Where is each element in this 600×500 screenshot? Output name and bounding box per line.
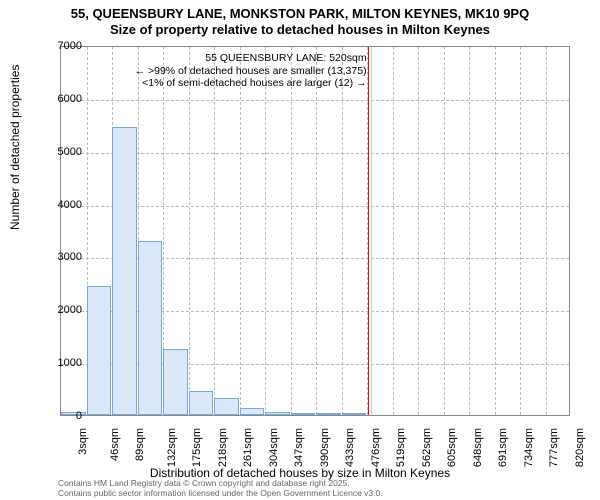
x-tick-label: 691sqm — [497, 428, 509, 467]
annotation: 55 QUEENSBURY LANE: 520sqm← >99% of deta… — [127, 52, 367, 90]
reference-line — [368, 47, 369, 415]
grid-line — [546, 47, 547, 415]
histogram-bar — [112, 127, 137, 415]
footer-line-1: Contains HM Land Registry data © Crown c… — [58, 478, 383, 488]
x-tick-label: 89sqm — [134, 428, 146, 461]
chart-title: 55, QUEENSBURY LANE, MONKSTON PARK, MILT… — [0, 0, 600, 37]
histogram-bar — [316, 413, 341, 415]
y-tick-label: 7000 — [22, 40, 82, 52]
grid-line — [240, 47, 241, 415]
histogram-bar — [240, 408, 265, 415]
y-tick-label: 6000 — [22, 93, 82, 105]
x-tick-label: 605sqm — [446, 428, 458, 467]
x-tick-label: 175sqm — [191, 428, 203, 467]
histogram-bar — [265, 412, 290, 415]
histogram-bar — [291, 413, 316, 415]
x-tick-label: 3sqm — [77, 428, 89, 455]
annotation-line: <1% of semi-detached houses are larger (… — [127, 77, 367, 90]
histogram-bar — [163, 349, 188, 415]
x-tick-label: 261sqm — [242, 428, 254, 467]
chart-container — [60, 46, 570, 416]
x-tick-label: 304sqm — [268, 428, 280, 467]
reference-line — [371, 47, 372, 415]
x-tick-label: 519sqm — [395, 428, 407, 467]
x-tick-label: 648sqm — [472, 428, 484, 467]
histogram-bar — [138, 241, 163, 415]
x-tick-label: 777sqm — [548, 428, 560, 467]
grid-line — [291, 47, 292, 415]
x-tick-label: 820sqm — [574, 428, 586, 467]
x-tick-label: 132sqm — [166, 428, 178, 467]
grid-line — [520, 47, 521, 415]
y-tick-label: 2000 — [22, 304, 82, 316]
x-tick-label: 433sqm — [344, 428, 356, 467]
grid-line — [342, 47, 343, 415]
footer-line-2: Contains public sector information licen… — [58, 488, 383, 498]
histogram-bar — [87, 286, 112, 416]
grid-line — [265, 47, 266, 415]
grid-line — [469, 47, 470, 415]
y-tick-label: 0 — [22, 410, 82, 422]
grid-line — [495, 47, 496, 415]
y-tick-label: 4000 — [22, 199, 82, 211]
grid-line — [444, 47, 445, 415]
x-tick-label: 734sqm — [523, 428, 535, 467]
plot-area — [60, 46, 570, 416]
histogram-bar — [214, 398, 239, 415]
histogram-bar — [342, 413, 367, 415]
footer: Contains HM Land Registry data © Crown c… — [58, 478, 383, 498]
y-tick-label: 5000 — [22, 146, 82, 158]
x-tick-label: 562sqm — [421, 428, 433, 467]
x-tick-label: 46sqm — [109, 428, 121, 461]
histogram-bar — [189, 391, 214, 415]
title-line-1: 55, QUEENSBURY LANE, MONKSTON PARK, MILT… — [0, 6, 600, 22]
annotation-line: 55 QUEENSBURY LANE: 520sqm — [127, 52, 367, 65]
y-tick-label: 1000 — [22, 357, 82, 369]
x-tick-label: 476sqm — [370, 428, 382, 467]
x-tick-label: 218sqm — [217, 428, 229, 467]
grid-line — [418, 47, 419, 415]
x-tick-label: 347sqm — [293, 428, 305, 467]
annotation-line: ← >99% of detached houses are smaller (1… — [127, 65, 367, 78]
y-axis-label: Number of detached properties — [8, 65, 22, 230]
y-tick-label: 3000 — [22, 251, 82, 263]
grid-line — [214, 47, 215, 415]
grid-line — [393, 47, 394, 415]
grid-line — [316, 47, 317, 415]
x-tick-label: 390sqm — [319, 428, 331, 467]
grid-line — [189, 47, 190, 415]
title-line-2: Size of property relative to detached ho… — [0, 22, 600, 38]
